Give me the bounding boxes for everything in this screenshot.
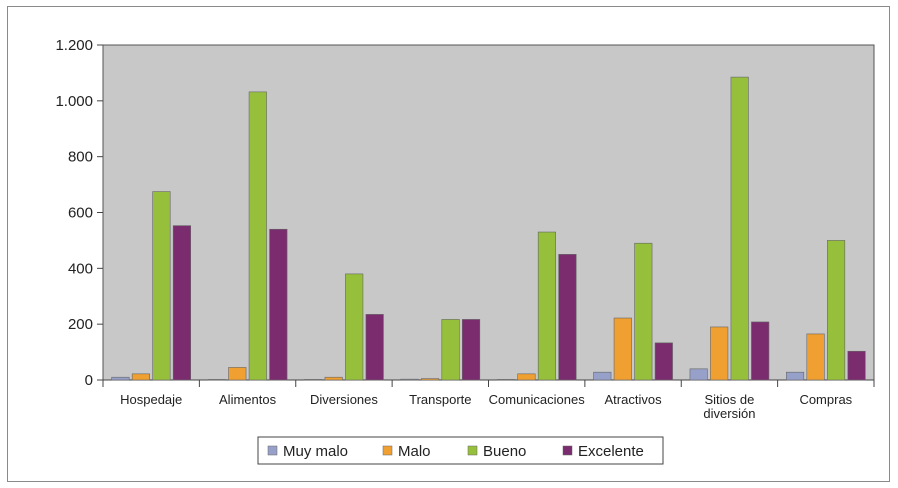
bar-muy-malo — [786, 371, 805, 381]
legend-swatch — [467, 445, 478, 456]
bar-muy-malo — [593, 371, 612, 381]
bar-bueno — [730, 76, 749, 381]
bar-malo — [613, 317, 632, 381]
bar-muy-malo — [400, 378, 419, 381]
y-tick-label: 200 — [68, 316, 93, 333]
y-tick-label: 1.000 — [55, 93, 93, 110]
bar-excelente — [558, 254, 577, 381]
bar-excelente — [269, 228, 288, 381]
y-tick-label: 600 — [68, 205, 93, 222]
x-tick-label: Compras — [799, 392, 852, 407]
bar-malo — [324, 376, 343, 381]
bar-bueno — [441, 319, 460, 381]
x-tick-label: Alimentos — [219, 392, 277, 407]
bar-malo — [131, 373, 150, 381]
bar-excelente — [365, 314, 384, 381]
bar-muy-malo — [207, 379, 226, 381]
bar-malo — [421, 378, 440, 381]
bar-excelente — [847, 350, 866, 381]
bar-muy-malo — [111, 376, 130, 381]
x-tick-label: Sitios de diversión — [703, 392, 755, 421]
bar-bueno — [345, 273, 364, 381]
legend-swatch — [267, 445, 278, 456]
legend-label: Bueno — [483, 443, 526, 460]
legend-label: Malo — [398, 443, 431, 460]
bar-chart: 0 200 400 600 800 1.000 1.200 Hospedaje Aliment… — [55, 37, 875, 465]
legend-swatch — [382, 445, 393, 456]
x-tick-label: Comunicaciones — [489, 392, 586, 407]
bar-bueno — [248, 91, 267, 381]
bar-excelente — [654, 342, 673, 381]
chart-frame: 0 200 400 600 800 1.000 1.200 Hospedaje Aliment… — [7, 6, 890, 482]
x-tick-label: Transporte — [409, 392, 471, 407]
y-axis: 0 200 400 600 800 1.000 1.200 — [55, 37, 103, 389]
x-axis: Hospedaje Alimentos Diversiones Transporte C… — [102, 379, 875, 421]
x-tick-label: Atractivos — [605, 392, 663, 407]
bar-excelente — [172, 225, 191, 381]
bar-bueno — [634, 242, 653, 381]
bar-muy-malo — [496, 379, 515, 381]
y-tick-label: 800 — [68, 149, 93, 166]
x-tick-label: Hospedaje — [120, 392, 182, 407]
y-tick-label: 1.200 — [55, 37, 93, 54]
bar-bueno — [827, 240, 846, 381]
bar-malo — [517, 373, 536, 381]
x-tick-label: Diversiones — [310, 392, 378, 407]
legend-label: Excelente — [578, 443, 644, 460]
legend-label: Muy malo — [283, 443, 348, 460]
bar-excelente — [462, 319, 481, 381]
bar-bueno — [537, 231, 556, 381]
bar-muy-malo — [689, 368, 708, 381]
bars — [111, 76, 866, 381]
bar-muy-malo — [304, 379, 323, 381]
legend-swatch — [562, 445, 573, 456]
y-tick-label: 400 — [68, 260, 93, 277]
bar-malo — [228, 367, 247, 381]
legend: Muy malo Malo Bueno Excelente — [257, 436, 664, 465]
y-tick-label: 0 — [85, 372, 93, 389]
bar-bueno — [152, 191, 171, 381]
bar-malo — [710, 326, 729, 381]
bar-malo — [806, 333, 825, 381]
bar-excelente — [751, 321, 770, 381]
legend-box — [257, 436, 664, 465]
